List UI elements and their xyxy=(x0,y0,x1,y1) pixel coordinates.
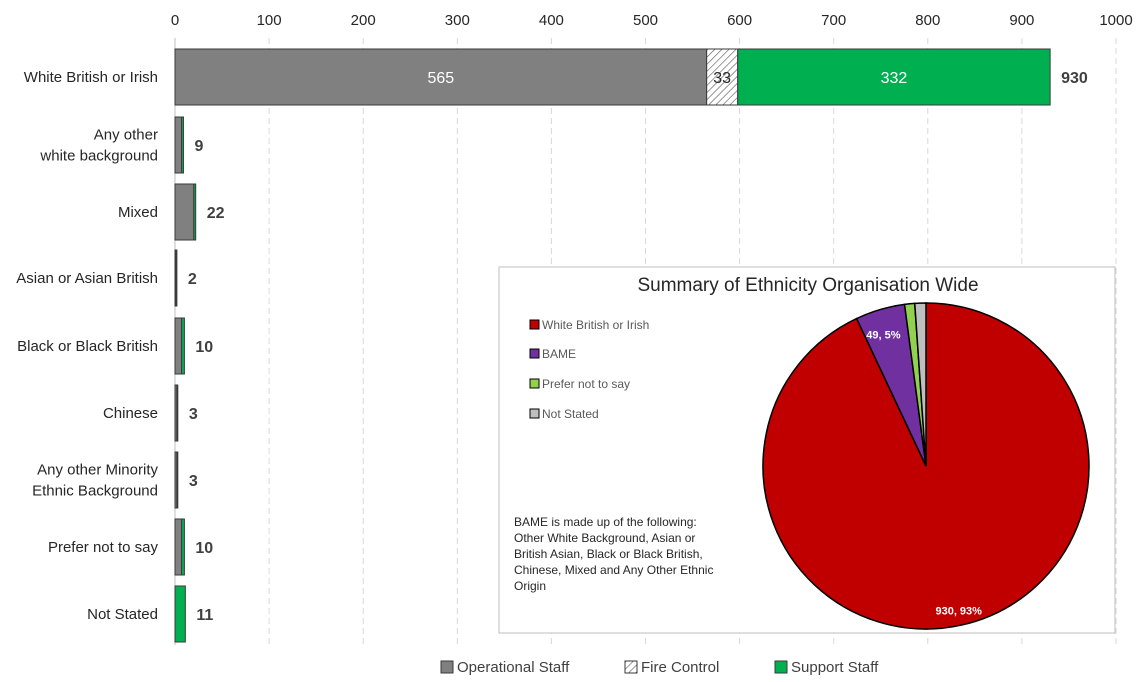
category-label-any-other-minority-ethnic-background-line-1: Any other Minority xyxy=(37,462,158,479)
pie-legend-swatch-not-stated xyxy=(529,408,540,419)
x-tick-label-400: 400 xyxy=(539,12,564,29)
pie-legend-swatch-white-british-or-irish xyxy=(529,319,540,330)
category-label-any-other-white-background-line-2: white background xyxy=(39,148,158,165)
total-label-mixed: 22 xyxy=(207,205,225,222)
x-tick-label-1000: 1000 xyxy=(1099,12,1132,29)
category-label-asian-or-asian-british: Asian or Asian British xyxy=(16,270,158,287)
total-label-not-stated: 11 xyxy=(196,607,213,624)
x-tick-label-100: 100 xyxy=(257,12,282,29)
category-label-black-or-black-british: Black or Black British xyxy=(17,338,158,355)
legend-label-fire-control: Fire Control xyxy=(641,659,719,676)
category-label-chinese: Chinese xyxy=(103,405,158,422)
x-tick-label-600: 600 xyxy=(727,12,752,29)
legend-swatch-operational-staff xyxy=(440,660,454,674)
bar-support-staff-white-british-or-irish xyxy=(737,48,1051,106)
bar-support-staff-any-other-white-background xyxy=(181,116,184,174)
category-axis: White British or Irish Any other white bac… xyxy=(16,69,158,623)
category-label-mixed: Mixed xyxy=(118,204,158,221)
segment-label-fire-control-white-british-or-irish: 33 xyxy=(713,70,731,87)
category-label-any-other-white-background-line-1: Any other xyxy=(94,127,158,144)
category-label-any-other-minority-ethnic-background-line-2: Ethnic Background xyxy=(32,483,158,500)
bar-support-staff-asian-or-asian-british xyxy=(175,249,178,307)
bar-support-staff-prefer-not-to-say xyxy=(181,518,185,576)
x-tick-label-200: 200 xyxy=(351,12,376,29)
bame-note-line-4: Chinese, Mixed and Any Other Ethnic xyxy=(514,563,713,577)
segment-label-support-staff-white-british-or-irish: 332 xyxy=(881,70,908,87)
pie-slice-not-stated xyxy=(913,302,927,467)
legend-label-support-staff: Support Staff xyxy=(791,659,879,676)
bame-note-line-3: British Asian, Black or Black British, xyxy=(514,547,703,561)
legend-swatch-support-staff xyxy=(774,660,788,674)
pie-legend-label-not-stated: Not Stated xyxy=(542,407,599,421)
x-tick-label-900: 900 xyxy=(1009,12,1034,29)
category-label-white-british-or-irish: White British or Irish xyxy=(24,69,158,86)
bar-operational-staff-black-or-black-british xyxy=(174,317,183,375)
bar-legend: Operational Staff Fire Control Support Sta… xyxy=(440,659,879,676)
bame-note-line-5: Origin xyxy=(514,579,546,593)
x-tick-label-700: 700 xyxy=(821,12,846,29)
segment-label-operational-staff-white-british-or-irish: 565 xyxy=(427,70,454,87)
pie-title: Summary of Ethnicity Organisation Wide xyxy=(637,275,978,296)
bar-support-staff-any-other-minority-ethnic-background xyxy=(176,451,179,509)
bar-fire-control-white-british-or-irish xyxy=(706,48,739,106)
legend-swatch-fire-control xyxy=(624,660,638,674)
pie-legend-label-bame: BAME xyxy=(542,347,576,361)
total-label-prefer-not-to-say: 10 xyxy=(195,540,213,557)
bar-support-staff-mixed xyxy=(193,183,197,241)
x-tick-label-500: 500 xyxy=(633,12,658,29)
legend-label-operational-staff: Operational Staff xyxy=(457,659,570,676)
bame-note-line-2: Other White Background, Asian or xyxy=(514,531,695,545)
x-tick-label-800: 800 xyxy=(915,12,940,29)
bar-support-staff-not-stated xyxy=(174,585,186,643)
category-label-not-stated: Not Stated xyxy=(87,606,158,623)
total-label-black-or-black-british: 10 xyxy=(195,339,213,356)
total-label-any-other-white-background: 9 xyxy=(194,138,203,155)
total-label-asian-or-asian-british: 2 xyxy=(188,271,197,288)
total-label-white-british-or-irish: 930 xyxy=(1061,70,1088,87)
bar-operational-staff-white-british-or-irish xyxy=(174,48,708,106)
bar-support-staff-chinese xyxy=(176,384,179,442)
bar-operational-staff-prefer-not-to-say xyxy=(174,518,183,576)
bame-note-line-1: BAME is made up of the following: xyxy=(514,515,697,529)
x-tick-label-0: 0 xyxy=(171,12,179,29)
pie-chart-panel: Summary of Ethnicity Organisation Wide Wh… xyxy=(498,266,1116,634)
x-tick-label-300: 300 xyxy=(445,12,470,29)
x-axis: 0 100 200 300 400 500 600 700 800 900 1000 xyxy=(171,12,1133,29)
pie-data-label-white-british-or-irish: 930, 93% xyxy=(935,605,982,617)
pie-legend-swatch-bame xyxy=(529,348,540,359)
category-label-prefer-not-to-say: Prefer not to say xyxy=(48,539,159,556)
pie-legend-label-white-british-or-irish: White British or Irish xyxy=(542,318,649,332)
bar-support-staff-black-or-black-british xyxy=(181,317,185,375)
pie-data-label-bame: 49, 5% xyxy=(866,330,900,342)
bar-operational-staff-any-other-white-background xyxy=(174,116,183,174)
bar-operational-staff-mixed xyxy=(174,183,195,241)
pie-legend-swatch-prefer-not-to-say xyxy=(529,378,540,389)
total-label-chinese: 3 xyxy=(189,406,198,423)
total-label-any-other-minority-ethnic-background: 3 xyxy=(189,473,198,490)
pie-legend-label-prefer-not-to-say: Prefer not to say xyxy=(542,377,630,391)
